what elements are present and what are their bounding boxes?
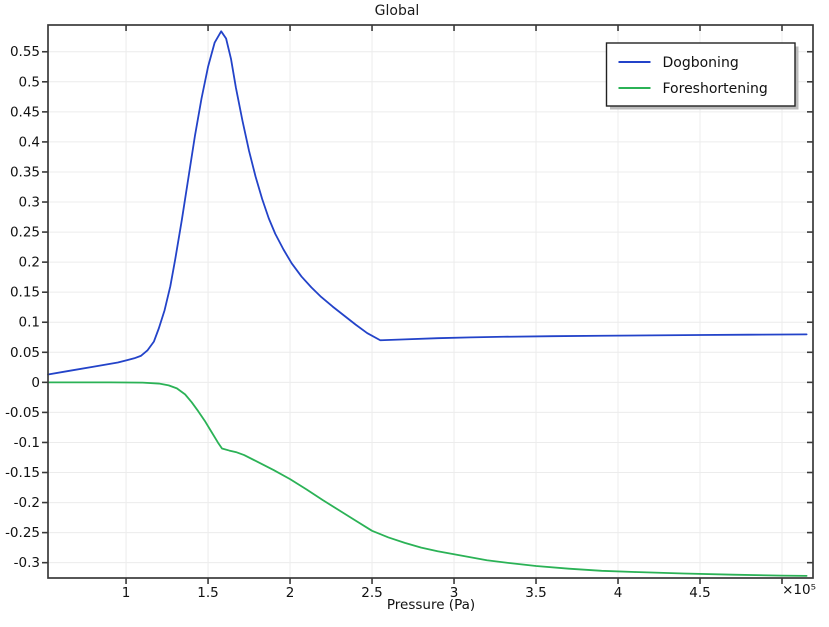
legend-label-dogboning: Dogboning bbox=[663, 55, 739, 71]
legend: Dogboning Foreshortening bbox=[605, 42, 799, 110]
y-tick-label: 0.15 bbox=[10, 285, 40, 301]
plot-frame bbox=[47, 24, 814, 579]
y-tick-label: 0.5 bbox=[19, 74, 40, 90]
y-tick-label: 0.3 bbox=[19, 195, 40, 211]
x-axis-multiplier-label: ×10⁵ bbox=[782, 582, 816, 598]
x-axis-label: Pressure (Pa) bbox=[386, 597, 476, 613]
chart-title: Global bbox=[374, 3, 420, 19]
y-tick-label: -0.3 bbox=[14, 555, 40, 571]
x-tick-label: 1.5 bbox=[197, 585, 218, 601]
x-tick-label: 3.5 bbox=[525, 585, 546, 601]
x-tick-label: 4.5 bbox=[689, 585, 710, 601]
x-tick-label: 2.5 bbox=[361, 585, 382, 601]
y-tick-label: 0.2 bbox=[19, 255, 40, 271]
x-tick-label: 3 bbox=[450, 585, 459, 601]
legend-box bbox=[605, 42, 796, 107]
y-tick-label: 0.4 bbox=[19, 134, 40, 150]
legend-label-foreshortening: Foreshortening bbox=[663, 81, 768, 97]
y-tick-label: 0 bbox=[31, 375, 40, 391]
y-tick-label: 0.1 bbox=[19, 315, 40, 331]
y-tick-label: 0.35 bbox=[10, 164, 40, 180]
axis-ticks bbox=[42, 25, 813, 584]
y-tick-label: 0.55 bbox=[10, 44, 40, 60]
plot-grid bbox=[48, 25, 813, 578]
series-line-foreshortening bbox=[47, 381, 808, 577]
x-tick-label: 4 bbox=[614, 585, 623, 601]
y-tick-label: 0.45 bbox=[10, 104, 40, 120]
y-tick-label: -0.15 bbox=[5, 465, 40, 481]
y-tick-label: 0.05 bbox=[10, 345, 40, 361]
y-tick-label: -0.2 bbox=[14, 495, 40, 511]
x-tick-label: 1 bbox=[122, 585, 131, 601]
y-tick-label: -0.05 bbox=[5, 405, 40, 421]
y-tick-label: -0.25 bbox=[5, 525, 40, 541]
series-line-dogboning bbox=[47, 30, 808, 376]
y-tick-label: -0.1 bbox=[14, 435, 40, 451]
x-tick-label: 2 bbox=[286, 585, 295, 601]
tick-labels: 1 1.5 2 2.5 3 3.5 4 4.5 0.55 0.5 0.45 0.4 0.35 0.3 0.2… bbox=[5, 44, 711, 601]
y-tick-label: 0.25 bbox=[10, 225, 40, 241]
